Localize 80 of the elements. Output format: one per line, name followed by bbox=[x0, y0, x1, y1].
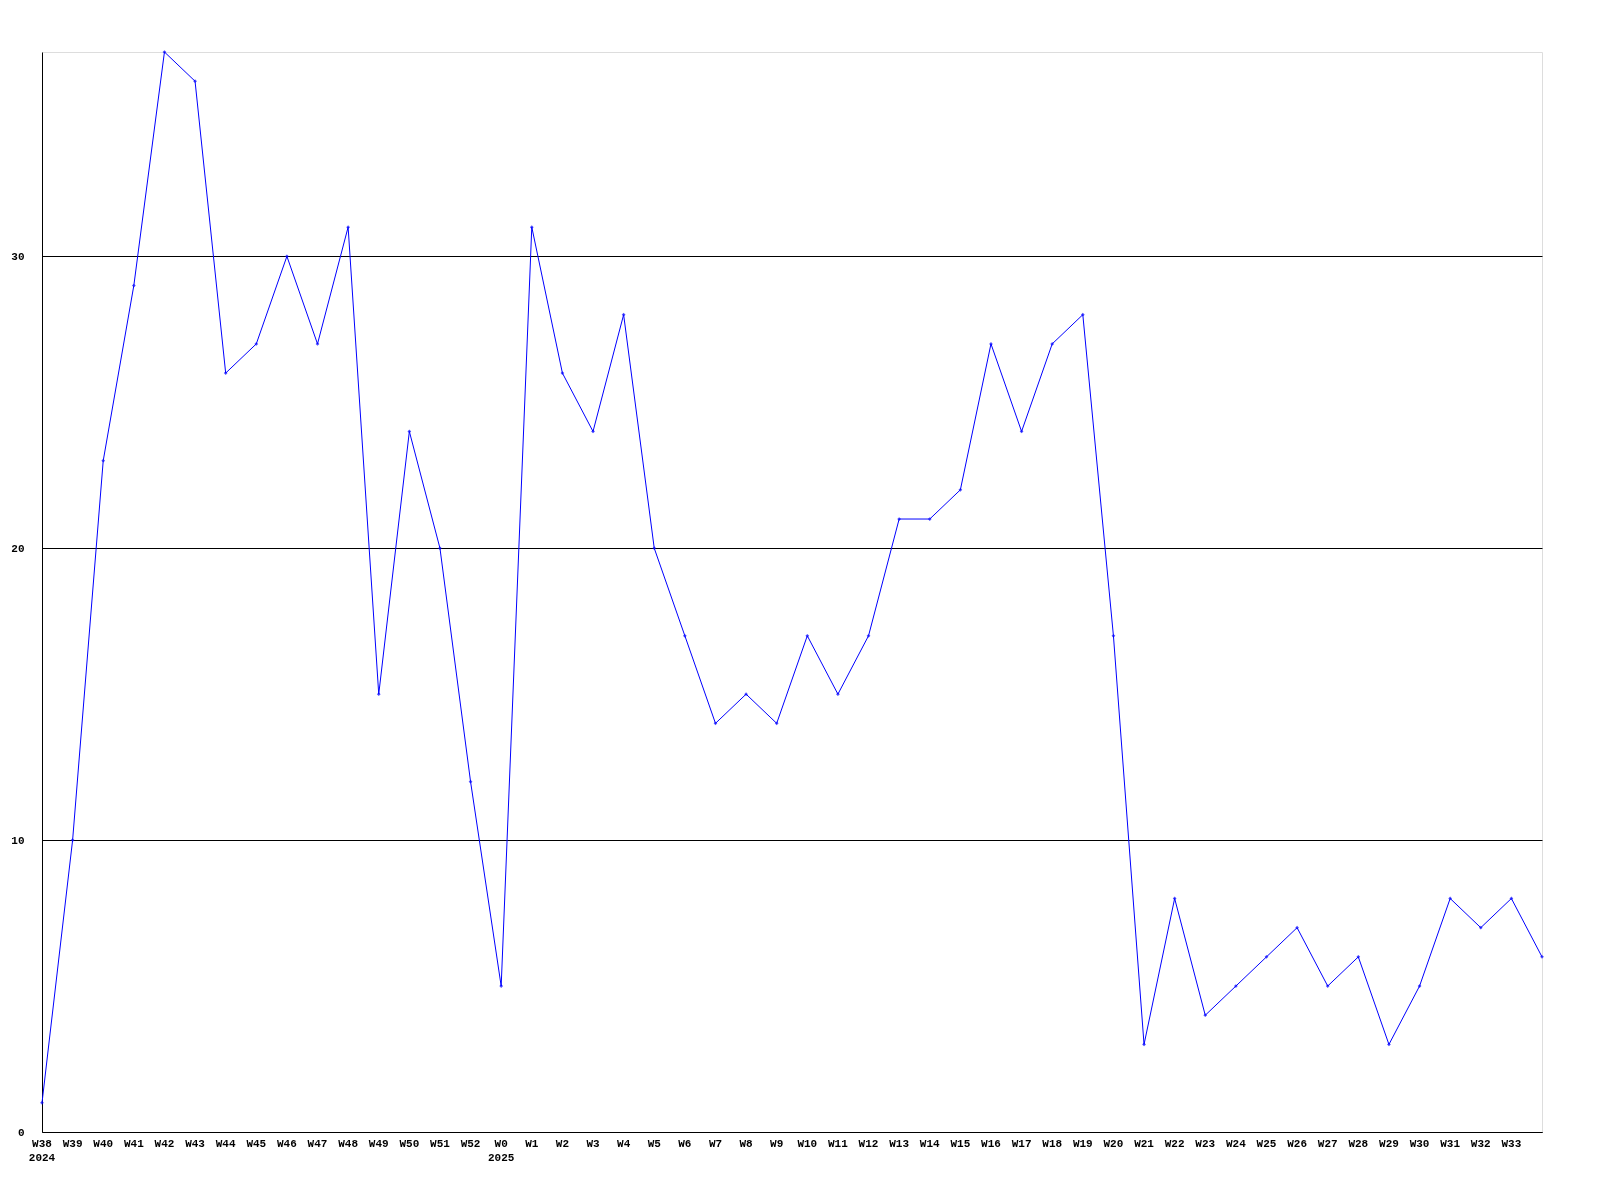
x-tick-label: W27 bbox=[1317, 1138, 1338, 1150]
x-tick-label: W3 bbox=[586, 1138, 601, 1150]
x-tick-label: W7 bbox=[708, 1138, 723, 1150]
x-tick-label: W22 bbox=[1164, 1138, 1185, 1150]
x-tick-label: W18 bbox=[1042, 1138, 1063, 1150]
x-tick-label: W40 bbox=[93, 1138, 114, 1150]
point bbox=[254, 342, 259, 346]
x-tick-label: W15 bbox=[950, 1138, 971, 1150]
x-tick-label: W9 bbox=[770, 1138, 784, 1150]
point bbox=[1325, 984, 1330, 988]
point bbox=[1111, 633, 1116, 638]
x-tick-label: W23 bbox=[1195, 1138, 1216, 1150]
x-tick-label: W33 bbox=[1501, 1138, 1522, 1150]
x-tick-label: W52 bbox=[460, 1138, 481, 1150]
x-tick-label: W43 bbox=[185, 1138, 206, 1150]
x-tick-label: W38 2024 bbox=[28, 1138, 56, 1164]
x-tick-label: W17 bbox=[1011, 1138, 1032, 1150]
x-tick-label: W51 bbox=[430, 1138, 451, 1150]
point bbox=[591, 429, 595, 434]
point bbox=[499, 984, 504, 988]
x-tick-label: W0 2025 bbox=[487, 1138, 515, 1164]
point bbox=[468, 779, 473, 784]
point bbox=[1387, 1042, 1391, 1047]
x-tick-label: W13 bbox=[889, 1138, 910, 1150]
point bbox=[1356, 954, 1361, 959]
x-tick-label: W11 bbox=[828, 1138, 849, 1150]
x-tick-label: W42 bbox=[154, 1138, 175, 1150]
y-tick-label: 10 bbox=[11, 834, 25, 847]
point bbox=[560, 371, 565, 375]
x-tick-label: W14 bbox=[919, 1138, 941, 1150]
y-tick-label: 20 bbox=[11, 542, 25, 555]
x-tick-label: W6 bbox=[678, 1138, 692, 1150]
x-tick-label: W30 bbox=[1409, 1138, 1430, 1150]
y-tick-label: 30 bbox=[11, 250, 25, 263]
x-tick-label: W19 bbox=[1072, 1138, 1093, 1150]
x-tick-label: W32 bbox=[1470, 1138, 1491, 1150]
x-tick-label: W20 bbox=[1103, 1138, 1124, 1150]
x-tick-label: W48 bbox=[338, 1138, 359, 1150]
x-tick-label: W1 bbox=[525, 1138, 539, 1150]
point bbox=[162, 50, 167, 54]
point bbox=[438, 546, 442, 551]
x-tick-label: W45 bbox=[246, 1138, 267, 1150]
point bbox=[223, 371, 228, 375]
x-tick-label: W21 bbox=[1134, 1138, 1155, 1150]
x-tick-label: W44 bbox=[215, 1138, 236, 1150]
point bbox=[1295, 925, 1299, 930]
point bbox=[70, 838, 75, 842]
x-tick-label: W12 bbox=[858, 1138, 879, 1150]
x-tick-label: W8 bbox=[739, 1138, 754, 1150]
x-tick-label: W29 bbox=[1379, 1138, 1399, 1150]
point bbox=[1142, 1042, 1146, 1047]
x-tick-label: W10 bbox=[797, 1138, 818, 1150]
x-tick-label: W16 bbox=[981, 1138, 1001, 1150]
x-tick-label: W49 bbox=[368, 1138, 389, 1150]
x-tick-label: W24 bbox=[1225, 1138, 1247, 1150]
x-tick-label: W47 bbox=[307, 1138, 328, 1150]
point bbox=[1540, 954, 1544, 959]
point bbox=[958, 487, 963, 492]
point bbox=[101, 458, 106, 463]
x-tick-label: W50 bbox=[399, 1138, 420, 1150]
x-tick-label: W2 bbox=[555, 1138, 570, 1150]
x-tick-label: W31 bbox=[1440, 1138, 1461, 1150]
x-tick-label: W46 bbox=[276, 1138, 297, 1150]
point bbox=[315, 342, 320, 346]
x-tick-label: W25 bbox=[1256, 1138, 1277, 1150]
point bbox=[131, 283, 136, 288]
point bbox=[1417, 984, 1422, 988]
point bbox=[285, 254, 289, 259]
x-tick-label: W39 bbox=[62, 1138, 83, 1150]
point bbox=[927, 517, 932, 521]
x-tick-label: W28 bbox=[1348, 1138, 1369, 1150]
point bbox=[1448, 896, 1453, 901]
x-tick-label: W41 bbox=[123, 1138, 145, 1150]
point bbox=[866, 633, 871, 638]
point bbox=[40, 1100, 44, 1105]
y-tick-label: 0 bbox=[17, 1126, 25, 1139]
point bbox=[1264, 954, 1269, 959]
x-tick-label: W4 bbox=[617, 1138, 631, 1150]
x-tick-label: W26 bbox=[1287, 1138, 1308, 1150]
x-tick-label: W5 bbox=[647, 1138, 662, 1150]
